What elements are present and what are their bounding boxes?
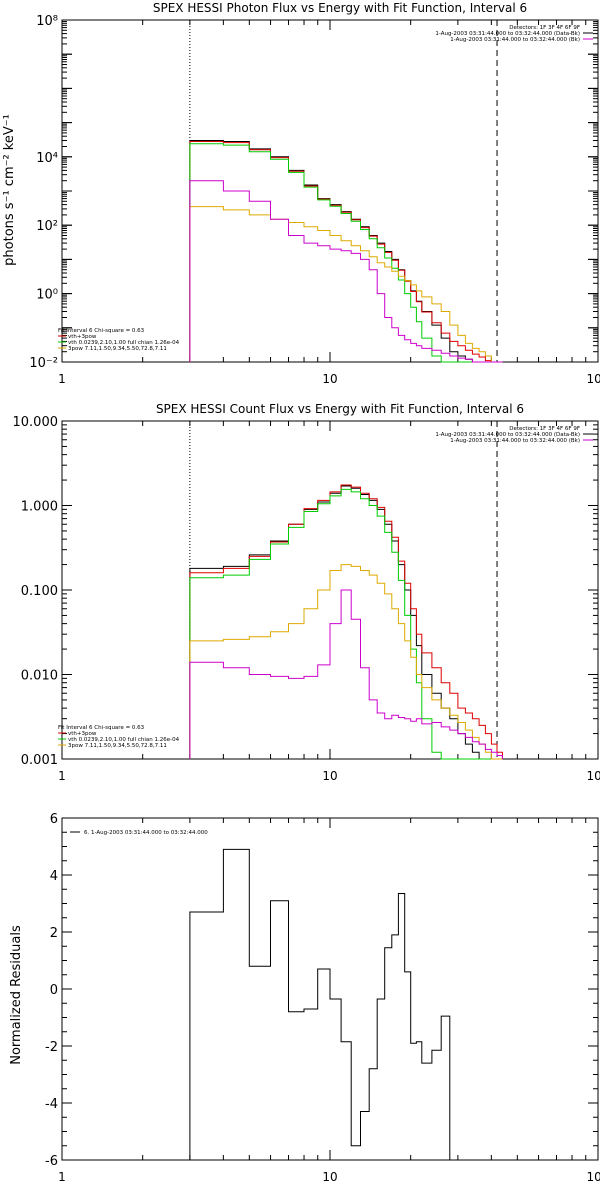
series-line [189, 206, 503, 363]
x-tick-label: 100 [587, 372, 600, 386]
legend-entry: 1-Aug-2003 03:31:44.000 to 03:32:44.000 … [435, 31, 580, 37]
series-line [189, 180, 503, 363]
chart-title: SPEX HESSI Count Flux vs Energy with Fit… [156, 402, 524, 416]
series-line [189, 488, 503, 760]
series-line [189, 848, 451, 1160]
legend-bottom: Fit Interval 6 Chi-square = 0.63vth+3pow… [58, 328, 180, 352]
y-tick-label: 10⁻² [29, 356, 58, 371]
y-tick-label: 2 [50, 926, 58, 941]
photon-flux-chart: SPEX HESSI Photon Flux vs Energy with Fi… [2, 1, 600, 386]
legend-entry: 6. 1-Aug-2003 03:31:44.000 to 03:32:44.0… [84, 830, 208, 836]
y-tick-label: 10⁰ [36, 288, 58, 303]
series-line [189, 484, 503, 759]
legend-entry: vth+3pow [68, 334, 97, 340]
y-tick-label: 0 [50, 983, 58, 998]
y-axis-label: Normalized Residuals [9, 925, 24, 1065]
x-tick-label: 100 [587, 769, 600, 783]
residuals-chart: Normalized Residuals 1 10 100 6 4 2 0 -2 -4 -6 6.… [9, 812, 600, 1184]
x-tick-label: 10 [322, 372, 337, 386]
series-group [189, 484, 503, 760]
legend-entry: Fit Interval 6 Chi-square = 0.63 [58, 328, 145, 334]
x-tick-label: 1 [58, 1170, 66, 1184]
y-tick-label: 0.100 [21, 584, 58, 599]
legend-entry: vth 0.0239,2.10,1.00 full chian 1.26e-04 [68, 737, 180, 743]
series-line [189, 485, 503, 760]
y-tick-label: 1.000 [21, 500, 58, 515]
legend-top: Detectors: 1F 3F 4F 6F 9F1-Aug-2003 03:3… [435, 25, 593, 43]
x-tick-label: 1 [58, 372, 66, 386]
y-tick-label: 10² [36, 219, 58, 234]
series-group [189, 140, 503, 363]
y-tick-label: -2 [45, 1040, 58, 1055]
legend-entry: vth 0.0239,2.10,1.00 full chian 1.26e-04 [68, 340, 180, 346]
legend-entry: Fit Interval 6 Chi-square = 0.63 [58, 725, 145, 731]
y-tick-label: 10⁴ [36, 151, 58, 166]
y-tick-label: -6 [45, 1154, 58, 1169]
legend-entry: 1-Aug-2003 03:31:44.000 to 03:32:44.000 … [450, 37, 580, 43]
legend-entry: Detectors: 1F 3F 4F 6F 9F [509, 25, 580, 31]
y-tick-label: 10.000 [13, 415, 59, 430]
series-line [189, 141, 503, 363]
count-flux-chart: SPEX HESSI Count Flux vs Energy with Fit… [13, 402, 600, 783]
y-tick-label: 10⁸ [36, 14, 58, 29]
legend-top: 6. 1-Aug-2003 03:31:44.000 to 03:32:44.0… [70, 830, 208, 836]
axes: 1 10 100 10⁸ 10⁴ 10² 10⁰ 10⁻² [29, 14, 600, 386]
legend-entry: vth+3pow [68, 731, 97, 737]
series-line [189, 564, 503, 760]
x-tick-label: 10 [322, 769, 337, 783]
legend-top: Detectors: 1F 3F 4F 6F 9F1-Aug-2003 03:3… [435, 426, 593, 444]
axes: 1 10 100 6 4 2 0 -2 -4 -6 [45, 812, 600, 1184]
x-tick-label: 10 [322, 1170, 337, 1184]
y-tick-label: 0.001 [21, 753, 58, 768]
legend-entry: 1-Aug-2003 03:31:44.000 to 03:32:44.000 … [450, 438, 580, 444]
legend-entry: 3pow 7.11,1.50,9.34,5.50,72.8,7.11 [68, 346, 167, 352]
legend-entry: Detectors: 1F 3F 4F 6F 9F [509, 426, 580, 432]
series-line [189, 589, 503, 759]
series-line [189, 143, 503, 363]
y-tick-label: -4 [45, 1097, 58, 1112]
legend-bottom: Fit Interval 6 Chi-square = 0.63vth+3pow… [58, 725, 180, 749]
y-tick-label: 0.010 [21, 669, 58, 684]
x-tick-label: 100 [587, 1170, 600, 1184]
series-group [189, 848, 451, 1160]
legend-entry: 1-Aug-2003 03:31:44.000 to 03:32:44.000 … [435, 432, 580, 438]
axes: 1 10 100 10.000 1.000 0.100 0.010 0.001 [13, 415, 600, 783]
plot-frame [61, 19, 599, 363]
y-axis-label: photons s⁻¹ cm⁻² keV⁻¹ [2, 114, 17, 266]
series-line [189, 140, 503, 363]
legend-entry: 3pow 7.11,1.50,9.34,5.50,72.8,7.11 [68, 743, 167, 749]
chart-title: SPEX HESSI Photon Flux vs Energy with Fi… [153, 1, 527, 15]
x-tick-label: 1 [58, 769, 66, 783]
y-tick-label: 6 [50, 812, 58, 827]
y-tick-label: 4 [50, 869, 58, 884]
